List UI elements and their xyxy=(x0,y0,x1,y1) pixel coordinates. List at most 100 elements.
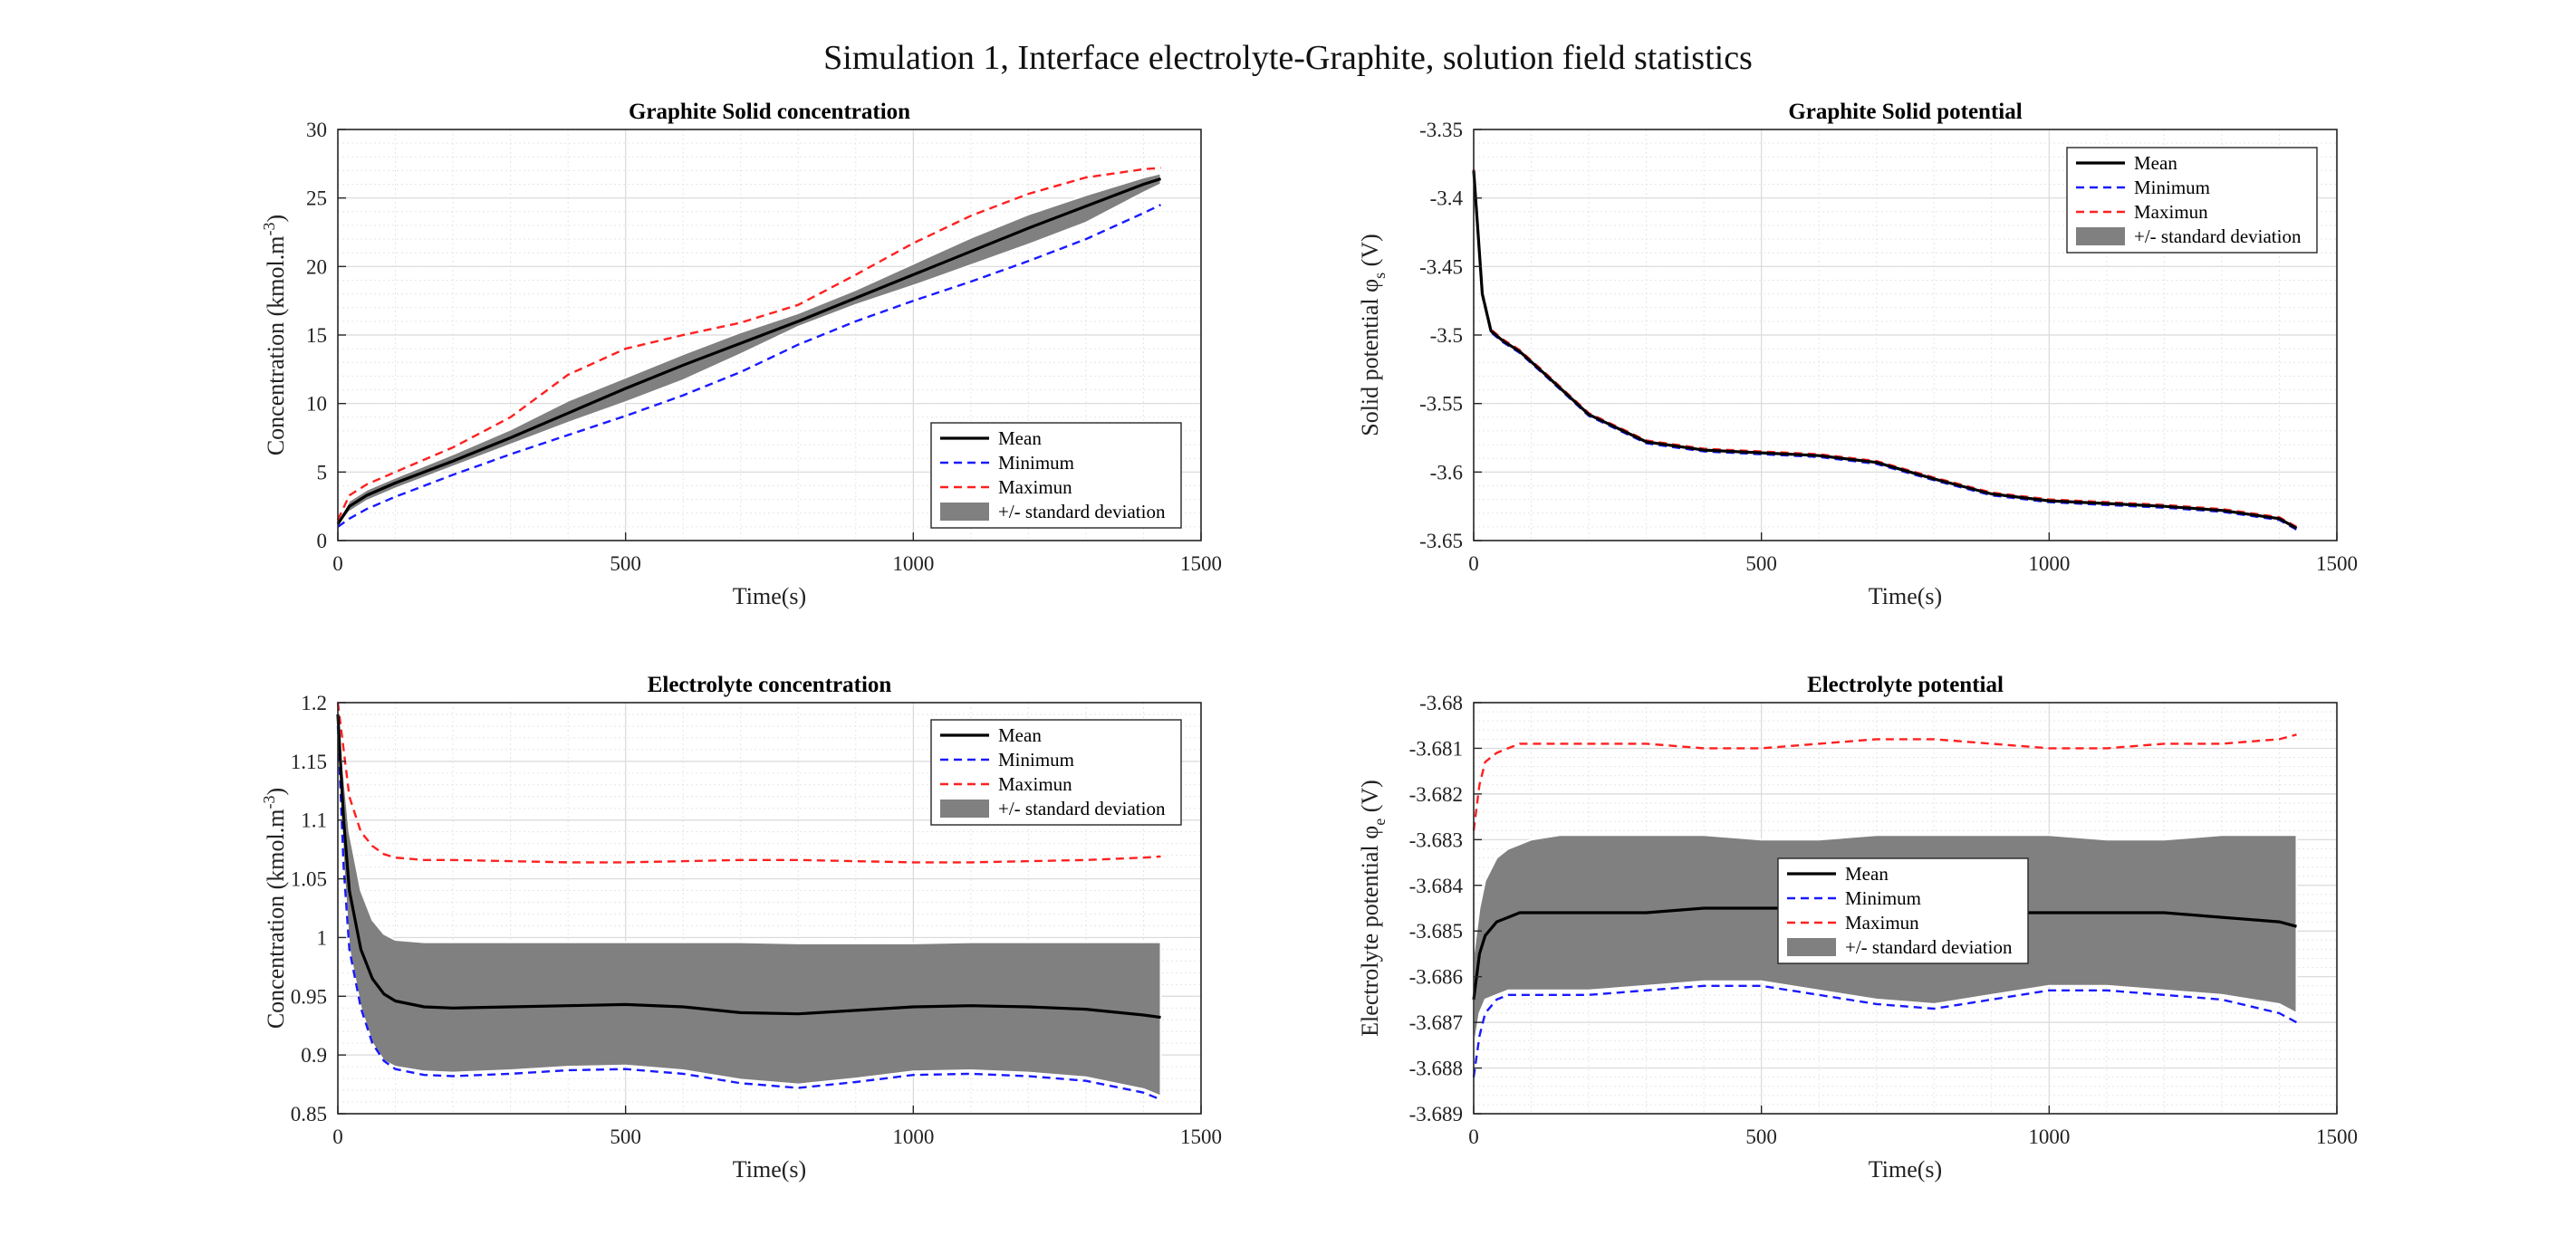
y-tick-label: 1.2 xyxy=(301,692,327,714)
y-tick-label: -3.6 xyxy=(1430,461,1463,484)
y-tick-label: -3.687 xyxy=(1409,1011,1463,1034)
x-tick-label: 500 xyxy=(610,1125,641,1148)
y-tick-label: -3.681 xyxy=(1409,737,1463,760)
x-tick-label: 0 xyxy=(1468,1125,1479,1148)
x-tick-label: 1500 xyxy=(1180,1125,1222,1148)
legend-label: Minimum xyxy=(998,749,1074,771)
y-tick-label: 20 xyxy=(306,255,327,278)
legend-swatch-std-deviation xyxy=(940,800,989,818)
axes-title: Electrolyte potential xyxy=(1807,673,2004,697)
y-tick-label: -3.55 xyxy=(1419,393,1463,416)
y-tick-label: -3.68 xyxy=(1419,692,1463,714)
x-tick-label: 0 xyxy=(332,552,343,575)
x-axis-label: Time(s) xyxy=(1869,1156,1942,1183)
series-line-mean xyxy=(336,713,1161,1020)
series-line-mean xyxy=(336,177,1161,525)
x-tick-label: 1500 xyxy=(2316,552,2358,575)
legend-label: Minimum xyxy=(1845,887,1921,909)
chart-panel-4: 0 500 1000 1500 -3.689 -3.688 -3.687 -3.686 -3.6… xyxy=(1357,673,2358,1183)
x-tick-label: 1500 xyxy=(1180,552,1222,575)
legend-label: +/- standard deviation xyxy=(1845,936,2013,958)
x-tick-label: 1000 xyxy=(892,1125,934,1148)
chart-panel-3: 0 500 1000 1500 0.85 0.9 0.95 1 1.05 1.1 1.15 1.2 El… xyxy=(260,673,1222,1183)
series-line-maximun xyxy=(336,702,1161,864)
y-tick-label: -3.683 xyxy=(1409,828,1463,851)
y-tick-label: -3.686 xyxy=(1409,966,1463,989)
legend-label: +/- standard deviation xyxy=(998,501,1166,522)
axes-title: Electrolyte concentration xyxy=(648,673,892,697)
y-tick-label: -3.689 xyxy=(1409,1103,1463,1125)
figure-title: Simulation 1, Interface electrolyte-Grap… xyxy=(823,39,1753,77)
chart-panel-2: 0 500 1000 1500 -3.65 -3.6 -3.55 -3.5 -3.45 -3.4 -… xyxy=(1357,100,2358,609)
x-tick-label: 500 xyxy=(1745,552,1777,575)
y-tick-label: 1 xyxy=(317,926,328,949)
legend-label: Maximun xyxy=(2134,201,2208,223)
chart-panel-1: 0 500 1000 1500 0 5 10 15 20 25 30 Graphite Solid c… xyxy=(260,100,1222,609)
x-tick-label: 1000 xyxy=(892,552,934,575)
x-tick-label: 1000 xyxy=(2028,552,2070,575)
x-tick-label: 0 xyxy=(1468,552,1479,575)
x-tick-label: 500 xyxy=(1745,1125,1777,1148)
legend-label: Mean xyxy=(998,427,1042,449)
y-tick-label: -3.682 xyxy=(1409,783,1463,806)
series-line-maximun xyxy=(1472,733,2297,831)
y-tick-label: -3.684 xyxy=(1409,875,1464,897)
legend-label: Mean xyxy=(2134,152,2177,174)
y-tick-label: 1.15 xyxy=(291,751,327,773)
axes-title: Graphite Solid concentration xyxy=(629,100,910,124)
y-tick-label: 0.95 xyxy=(291,985,327,1008)
y-tick-label: 0.85 xyxy=(291,1103,327,1125)
series-line-minimum xyxy=(1472,984,2298,1077)
legend-label: Minimum xyxy=(2134,177,2210,198)
legend-label: Maximun xyxy=(998,476,1072,498)
x-tick-label: 1500 xyxy=(2316,1125,2358,1148)
axes-box xyxy=(1473,702,2338,1115)
y-tick-label: -3.35 xyxy=(1419,119,1463,141)
series-line-maximun xyxy=(336,167,1161,521)
legend-label: +/- standard deviation xyxy=(998,798,1166,819)
y-tick-label: 0.9 xyxy=(301,1044,327,1067)
y-tick-label: 30 xyxy=(306,119,327,141)
y-tick-label: -3.5 xyxy=(1430,324,1463,347)
y-tick-label: 5 xyxy=(317,461,328,484)
x-tick-label: 0 xyxy=(332,1125,343,1148)
y-axis-label: Electrolyte potential φe (V) xyxy=(1357,780,1389,1037)
series-line-minimum xyxy=(336,725,1161,1101)
y-axis-label: Concentration (kmol.m-3) xyxy=(260,788,289,1029)
x-axis-label: Time(s) xyxy=(1869,583,1942,609)
y-tick-label: 1.05 xyxy=(291,868,327,891)
legend: Mean Minimum Maximun+/- standard deviation xyxy=(2066,147,2318,254)
legend-label: Maximun xyxy=(998,773,1072,795)
y-tick-label: 0 xyxy=(317,530,328,552)
x-axis-label: Time(s) xyxy=(733,1156,806,1183)
legend-swatch-std-deviation xyxy=(1787,938,1836,956)
x-axis-label: Time(s) xyxy=(733,583,806,609)
y-tick-label: 25 xyxy=(306,187,327,210)
y-tick-label: 10 xyxy=(306,393,327,416)
x-tick-label: 1000 xyxy=(2028,1125,2070,1148)
series-line-mean xyxy=(1472,170,2298,530)
legend-label: +/- standard deviation xyxy=(2134,225,2302,247)
legend-label: Maximun xyxy=(1845,912,1919,934)
legend-swatch-std-deviation xyxy=(2076,227,2125,245)
series-line-mean xyxy=(1472,906,2297,1001)
std-deviation-band xyxy=(337,172,1162,530)
legend-label: Mean xyxy=(1845,863,1889,885)
legend-label: Mean xyxy=(998,724,1042,746)
series-line-minimum xyxy=(337,204,1162,528)
y-tick-label: -3.688 xyxy=(1409,1058,1463,1080)
y-axis-label: Concentration (kmol.m-3) xyxy=(260,215,289,455)
axes-box xyxy=(337,702,1202,1115)
y-tick-label: -3.4 xyxy=(1430,187,1464,210)
y-axis-label: Solid potential φs (V) xyxy=(1357,234,1389,436)
axes-title: Graphite Solid potential xyxy=(1788,100,2022,124)
legend-swatch-std-deviation xyxy=(940,503,989,521)
x-tick-label: 500 xyxy=(610,552,641,575)
y-tick-label: -3.685 xyxy=(1409,920,1463,943)
y-tick-label: -3.65 xyxy=(1419,530,1463,552)
y-tick-label: 1.1 xyxy=(301,809,327,832)
